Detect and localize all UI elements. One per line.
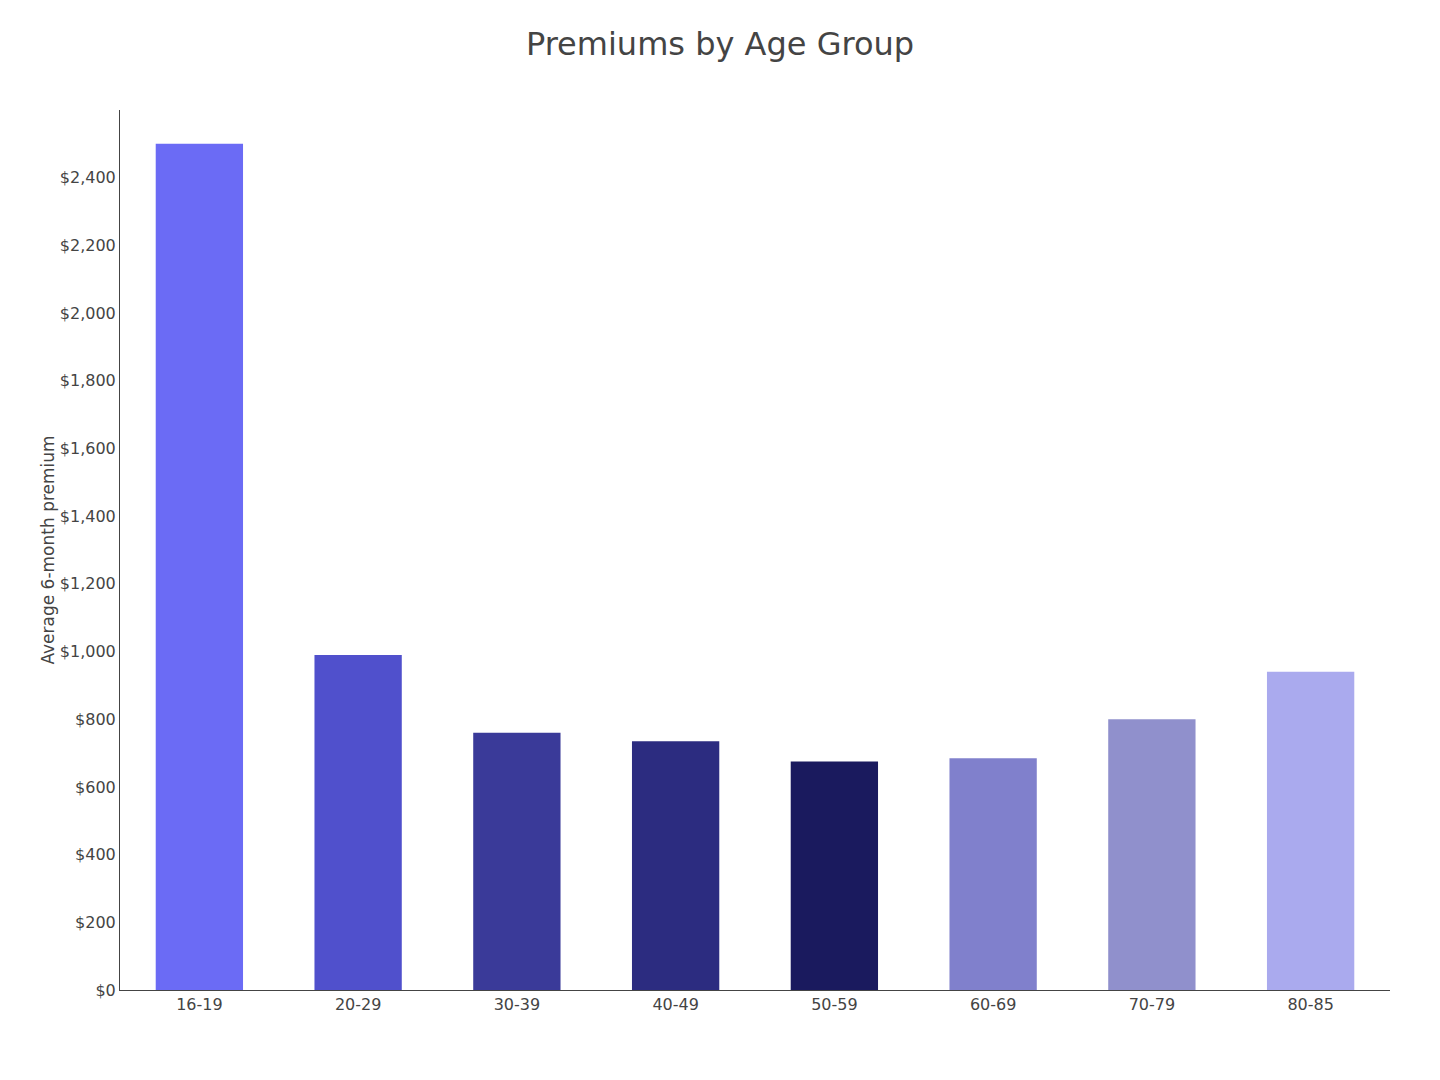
svg-text:$800: $800 — [75, 710, 116, 729]
svg-text:50-59: 50-59 — [811, 995, 858, 1014]
svg-text:70-79: 70-79 — [1129, 995, 1176, 1014]
svg-text:16-19: 16-19 — [176, 995, 223, 1014]
svg-text:80-85: 80-85 — [1287, 995, 1334, 1014]
svg-text:$200: $200 — [75, 913, 116, 932]
svg-text:$400: $400 — [75, 845, 116, 864]
svg-text:$2,000: $2,000 — [60, 304, 116, 323]
svg-text:$0: $0 — [95, 981, 115, 1000]
svg-text:20-29: 20-29 — [335, 995, 382, 1014]
svg-text:Average 6-month premium: Average 6-month premium — [38, 435, 58, 664]
svg-text:$1,400: $1,400 — [60, 507, 116, 526]
svg-text:$2,200: $2,200 — [60, 236, 116, 255]
svg-text:60-69: 60-69 — [970, 995, 1017, 1014]
svg-text:$1,600: $1,600 — [60, 439, 116, 458]
svg-text:$1,000: $1,000 — [60, 642, 116, 661]
svg-text:$600: $600 — [75, 778, 116, 797]
svg-text:Premiums by Age Group: Premiums by Age Group — [526, 25, 914, 63]
svg-text:$1,800: $1,800 — [60, 371, 116, 390]
svg-text:40-49: 40-49 — [652, 995, 699, 1014]
svg-text:$2,400: $2,400 — [60, 168, 116, 187]
svg-text:30-39: 30-39 — [494, 995, 541, 1014]
svg-text:$1,200: $1,200 — [60, 574, 116, 593]
